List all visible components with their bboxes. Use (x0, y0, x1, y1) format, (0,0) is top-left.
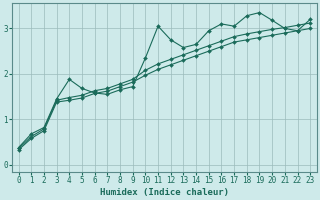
X-axis label: Humidex (Indice chaleur): Humidex (Indice chaleur) (100, 188, 229, 197)
